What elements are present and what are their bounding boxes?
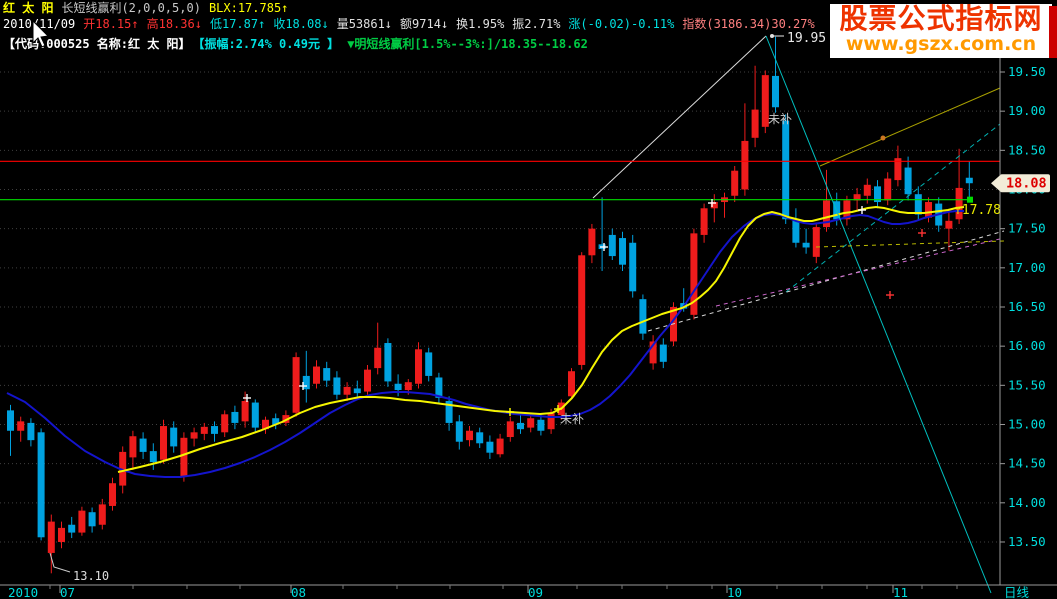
gridlines xyxy=(0,71,1000,543)
y-axis-label: 17.50 xyxy=(1008,221,1046,236)
text-segment: 涨(-0.02)-0.11% xyxy=(568,17,675,31)
text-segment: 量53861↓ xyxy=(336,17,393,31)
chart-annotation: 未补 xyxy=(560,412,584,426)
y-axis-label: 17.00 xyxy=(1008,260,1046,275)
chart-annotation: 未补 xyxy=(768,112,792,126)
svg-text:18.08: 18.08 xyxy=(1006,176,1047,192)
y-axis-label: 16.00 xyxy=(1008,338,1046,353)
text-segment: 指数(3186.34)30.27% xyxy=(682,17,815,31)
markers-layer xyxy=(243,34,926,416)
x-axis-label: 11 xyxy=(893,585,908,599)
x-axis-label: 10 xyxy=(727,585,742,599)
y-axis-label: 14.00 xyxy=(1008,495,1046,510)
ma-fast-line xyxy=(117,206,965,473)
ma-slow-line xyxy=(6,210,964,478)
x-axis-label: 2010 xyxy=(8,585,38,599)
y-axis-label: 16.50 xyxy=(1008,299,1046,314)
text-segment: 开18.15↑ xyxy=(83,17,139,31)
text-segment: 振2.71% xyxy=(512,17,561,31)
text-segment: 低17.87↑ xyxy=(209,17,266,31)
y-axis-label: 19.00 xyxy=(1008,103,1046,118)
y-axis-label: 15.50 xyxy=(1008,377,1046,392)
watermark-title: 股票公式指标网 xyxy=(839,2,1043,35)
text-segment: 【振幅:2.74% 0.49元 】 xyxy=(198,37,340,51)
x-axis-label: 08 xyxy=(291,585,306,599)
y-axis-label: 18.50 xyxy=(1008,142,1046,157)
price-axis: 19.5019.0018.5018.0017.5017.0016.5016.00… xyxy=(1000,64,1046,549)
y-axis-label: 15.00 xyxy=(1008,416,1046,431)
price-alert-lines xyxy=(0,160,1000,203)
chart-annotation: 19.95 xyxy=(787,31,826,46)
text-segment: 长短线赢利(2,0,0,5,0) xyxy=(61,1,201,15)
watermark-banner: 股票公式指标网 www.gszx.com.cn xyxy=(830,4,1052,58)
chart-annotation: ↑17.78 xyxy=(954,203,1001,218)
text-segment: BLX:17.785↑ xyxy=(208,1,289,15)
x-axis-label: 07 xyxy=(60,585,75,599)
text-segment: 额9714↓ xyxy=(400,17,449,31)
candles-layer xyxy=(7,36,973,574)
y-axis-label: 19.50 xyxy=(1008,64,1046,79)
watermark-url: www.gszx.com.cn xyxy=(845,33,1037,55)
text-segment: 高18.36↓ xyxy=(146,17,202,31)
trendlines-layer xyxy=(592,35,1005,594)
text-segment: 红 太 阳 xyxy=(3,1,54,15)
y-axis-label: 14.50 xyxy=(1008,456,1046,471)
x-axis-label: 日线 xyxy=(1004,585,1030,599)
text-segment: ▼明短线赢利[1.5%--3%:]/18.35--18.62 xyxy=(347,37,588,51)
header-indicator-row: 【代码:000525 名称:红 太 阳】 【振幅:2.74% 0.49元 】 ▼明短… xyxy=(3,37,596,51)
text-segment: 收18.08↓ xyxy=(273,17,329,31)
window-edge-stripe xyxy=(1049,6,1057,58)
x-axis-label: 09 xyxy=(528,585,543,599)
last-price-marker: 18.08 xyxy=(991,174,1050,193)
chart-annotation: 13.10 xyxy=(73,569,109,583)
text-segment: 换1.95% xyxy=(456,17,505,31)
text-segment: 【代码:000525 名称:红 太 阳】 xyxy=(3,37,191,51)
header-title-row: 红 太 阳长短线赢利(2,0,0,5,0) BLX:17.785↑ xyxy=(3,1,296,15)
time-axis: 2010 07 08 09 10 11 日线 xyxy=(8,585,1030,599)
y-axis-label: 13.50 xyxy=(1008,534,1046,549)
chart-frame xyxy=(0,58,1057,586)
